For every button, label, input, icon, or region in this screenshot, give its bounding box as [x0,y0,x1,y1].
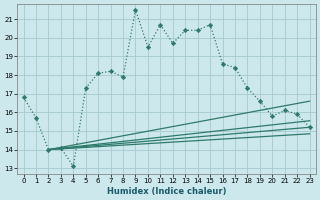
X-axis label: Humidex (Indice chaleur): Humidex (Indice chaleur) [107,187,226,196]
